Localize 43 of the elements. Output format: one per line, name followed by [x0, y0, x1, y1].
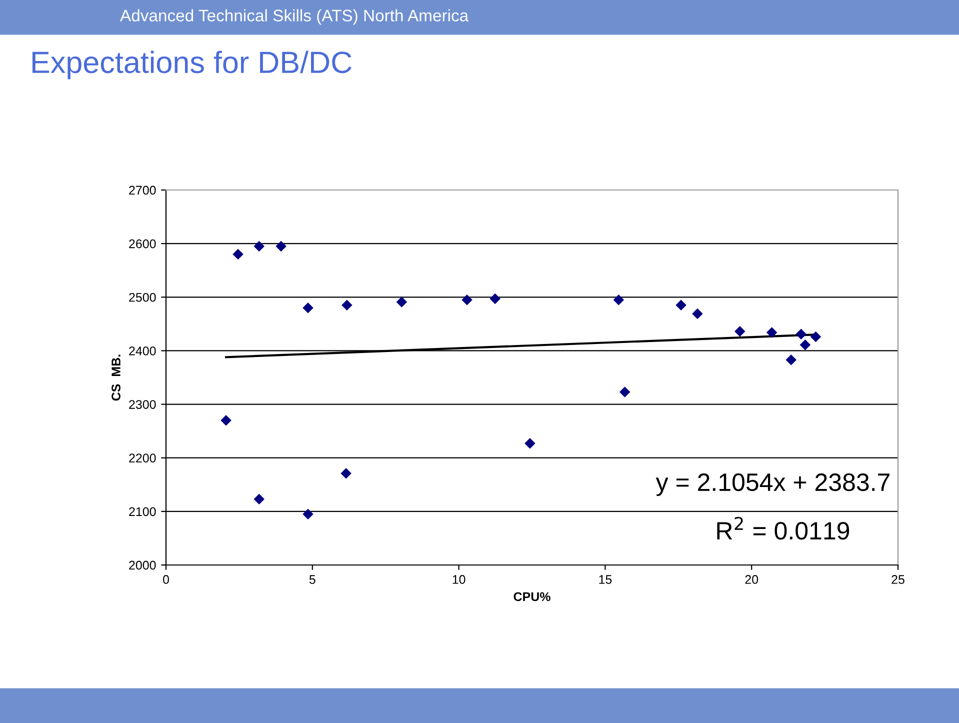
point [462, 294, 472, 306]
point [810, 331, 822, 342]
point [734, 326, 746, 337]
x-tick-label: 5 [309, 575, 316, 584]
y-tick-label: 2300 [129, 400, 156, 409]
point [396, 296, 408, 308]
x-tick-label: 20 [745, 575, 758, 584]
y-tick-label: 2500 [129, 292, 156, 302]
y-tick-label: 2000 [129, 560, 156, 570]
point [342, 300, 352, 311]
y-tick-label: 2400 [129, 346, 156, 356]
x-axis-title: CPU% [514, 592, 550, 602]
point [524, 438, 536, 449]
annotation: y = 2.1054x + 2383.7 [656, 473, 890, 496]
annotation: R$^{2}$ = 0.0119 [717, 516, 850, 540]
y-tick-label: 2700 [129, 186, 156, 195]
point [490, 293, 500, 304]
point [302, 302, 314, 314]
point [692, 308, 703, 320]
x-tick-label: 25 [892, 575, 904, 584]
point [613, 294, 624, 306]
point [676, 300, 686, 311]
point [786, 354, 797, 366]
point [340, 468, 352, 479]
x-tick-label: 10 [452, 575, 466, 584]
y-tick-label: 2200 [129, 454, 156, 463]
point [232, 248, 244, 260]
x-tick-label: 15 [599, 575, 612, 584]
text: Advanced Technical Skills (ATS) North America [120, 9, 469, 25]
point [766, 327, 778, 338]
point [619, 386, 630, 398]
chart-title: Expectations for DB/DC [32, 50, 352, 80]
x-tick-label: 0 [163, 575, 169, 584]
y-tick-label: 2600 [129, 239, 156, 248]
y-axis-title: CS MB. [112, 354, 120, 401]
point [800, 339, 811, 350]
y-tick-label: 2100 [129, 507, 156, 516]
point [302, 508, 314, 520]
point [276, 240, 286, 252]
point [796, 328, 806, 340]
point [254, 494, 264, 504]
point [220, 414, 232, 426]
point [254, 240, 264, 252]
